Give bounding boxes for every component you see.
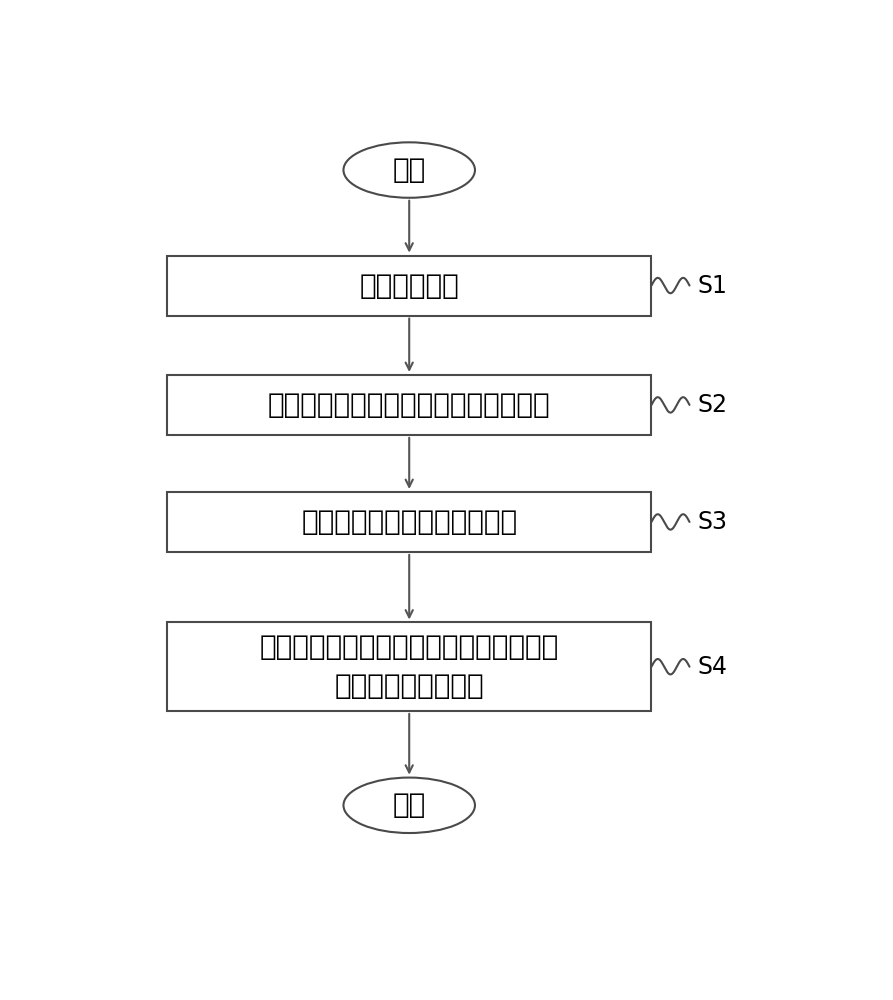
- Text: 对系统中各设备运行策略进行优化决策: 对系统中各设备运行策略进行优化决策: [268, 391, 550, 419]
- Ellipse shape: [344, 142, 475, 198]
- FancyBboxPatch shape: [167, 622, 652, 711]
- Text: 根据所得策略控制各设备运行: 根据所得策略控制各设备运行: [301, 508, 517, 536]
- Text: S4: S4: [697, 655, 728, 679]
- Ellipse shape: [344, 778, 475, 833]
- Text: S2: S2: [697, 393, 728, 417]
- FancyBboxPatch shape: [167, 492, 652, 552]
- Text: S1: S1: [697, 274, 728, 298]
- FancyBboxPatch shape: [167, 375, 652, 435]
- Text: 根据各设备实际出力及热水罐实际状态，
修正各设备运行状态: 根据各设备实际出力及热水罐实际状态， 修正各设备运行状态: [260, 633, 559, 700]
- Text: 用户用能预测: 用户用能预测: [359, 272, 459, 300]
- Text: S3: S3: [697, 510, 728, 534]
- FancyBboxPatch shape: [167, 256, 652, 316]
- Text: 开始: 开始: [393, 156, 426, 184]
- Text: 结束: 结束: [393, 791, 426, 819]
